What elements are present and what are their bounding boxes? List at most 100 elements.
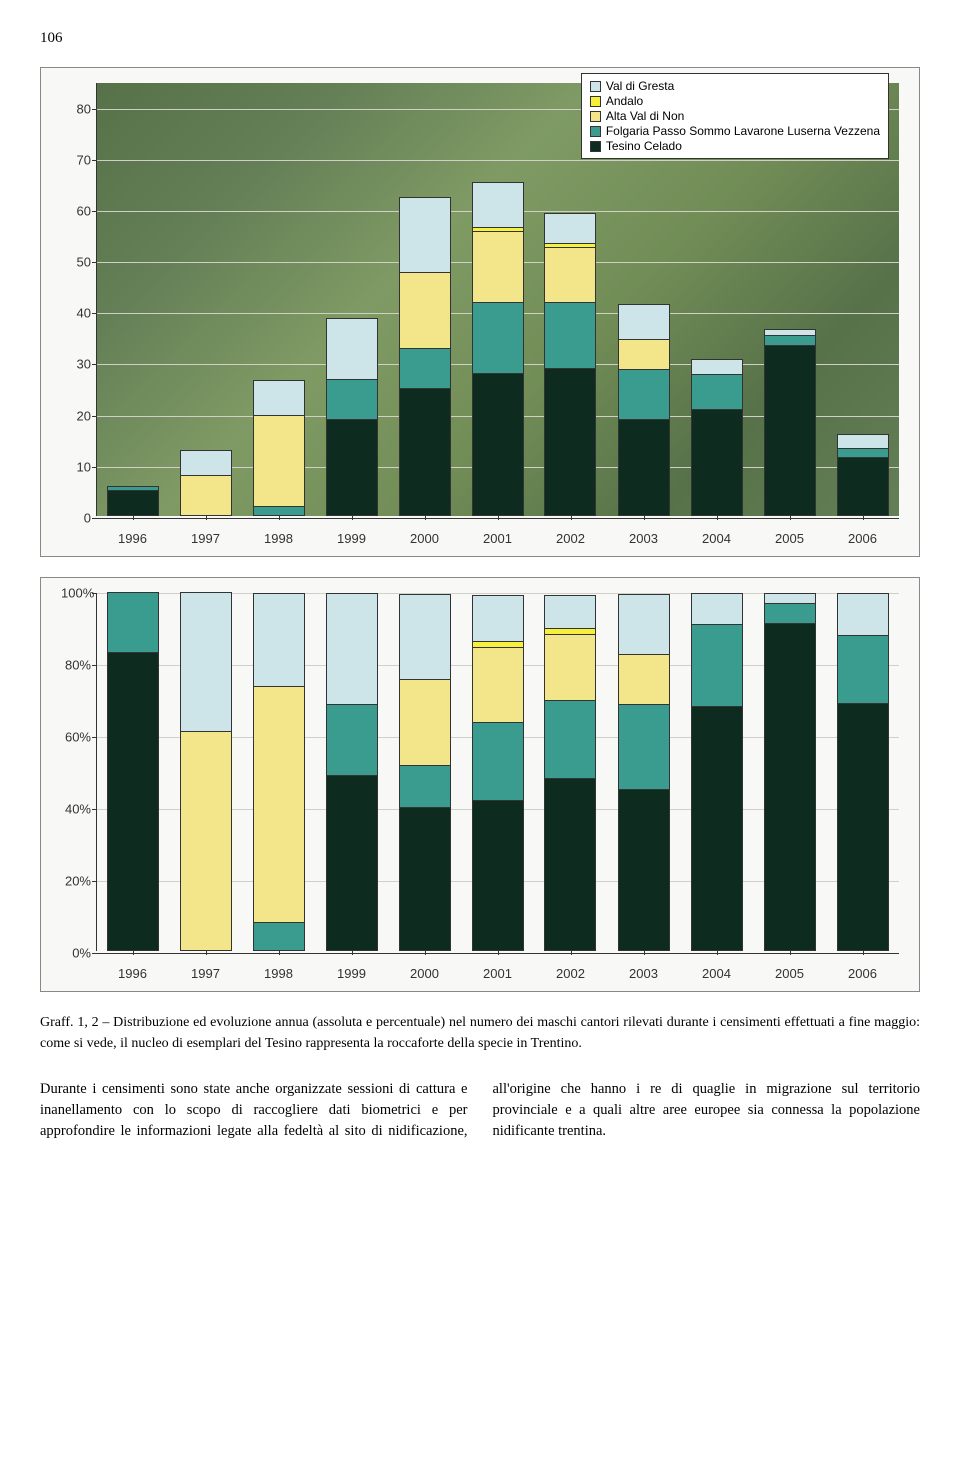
bar-segment-gresta [618, 304, 670, 340]
y-axis-label: 20 [61, 408, 91, 423]
bar-segment-altaval [472, 231, 524, 303]
bar-group [472, 596, 524, 951]
bar-segment-tesino [618, 789, 670, 951]
page-number: 106 [40, 30, 920, 47]
bar-segment-folgaria [764, 603, 816, 625]
bar-segment-gresta [544, 213, 596, 244]
bar-segment-tesino [544, 778, 596, 951]
legend: Val di GrestaAndaloAlta Val di NonFolgar… [581, 73, 889, 159]
x-axis-label: 1996 [118, 966, 147, 981]
bar-segment-tesino [399, 388, 451, 516]
x-axis-label: 1997 [191, 966, 220, 981]
bar-segment-folgaria [253, 506, 305, 516]
bar-segment-folgaria [399, 765, 451, 808]
legend-swatch [590, 111, 601, 122]
legend-label: Tesino Celado [606, 139, 682, 153]
y-axis-label: 80 [61, 101, 91, 116]
x-axis-label: 1999 [337, 531, 366, 546]
bar-segment-folgaria [107, 592, 159, 653]
bar-segment-gresta [399, 594, 451, 680]
bar-segment-gresta [253, 380, 305, 416]
bar-group [326, 594, 378, 951]
bar-segment-tesino [837, 457, 889, 516]
bar-segment-tesino [326, 419, 378, 516]
bar-segment-tesino [691, 706, 743, 951]
y-axis-label: 60% [61, 730, 91, 745]
bar-segment-altaval [618, 654, 670, 704]
y-axis-label: 30 [61, 357, 91, 372]
bar-segment-gresta [472, 595, 524, 642]
bar-group [107, 593, 159, 951]
bar-segment-folgaria [544, 302, 596, 369]
bar-group [691, 360, 743, 516]
bar-segment-gresta [837, 593, 889, 636]
bar-segment-tesino [764, 623, 816, 951]
x-axis-label: 2005 [775, 966, 804, 981]
legend-swatch [590, 81, 601, 92]
bar-group [691, 594, 743, 951]
bar-group [180, 451, 232, 516]
bar-segment-altaval [544, 634, 596, 701]
bar-group [544, 596, 596, 951]
legend-item-andalo: Andalo [590, 94, 880, 108]
x-axis-label: 2002 [556, 966, 585, 981]
chart-absolute: 0102030405060708019961997199819992000200… [40, 67, 920, 557]
x-axis-label: 2004 [702, 966, 731, 981]
y-axis-label: 60 [61, 203, 91, 218]
legend-label: Val di Gresta [606, 79, 674, 93]
bar-segment-gresta [472, 182, 524, 228]
legend-label: Alta Val di Non [606, 109, 685, 123]
x-axis-label: 2006 [848, 531, 877, 546]
x-axis-label: 2001 [483, 531, 512, 546]
bar-segment-folgaria [691, 374, 743, 410]
x-axis-label: 2000 [410, 966, 439, 981]
bar-segment-tesino [472, 800, 524, 951]
y-axis-label: 0 [61, 511, 91, 526]
x-axis-label: 1999 [337, 966, 366, 981]
y-axis-label: 10 [61, 459, 91, 474]
x-axis-label: 1998 [264, 531, 293, 546]
x-axis-label: 1997 [191, 531, 220, 546]
bar-segment-altaval [544, 247, 596, 303]
bar-segment-gresta [691, 359, 743, 374]
gridline [96, 160, 899, 161]
bar-group [180, 593, 232, 951]
bar-segment-tesino [472, 373, 524, 516]
bar-segment-gresta [253, 593, 305, 687]
bar-segment-gresta [326, 318, 378, 379]
bar-group [253, 381, 305, 516]
legend-item-gresta: Val di Gresta [590, 79, 880, 93]
bar-group [326, 319, 378, 516]
bar-segment-tesino [326, 775, 378, 951]
bar-group [618, 305, 670, 516]
bar-segment-folgaria [326, 379, 378, 420]
legend-label: Folgaria Passo Sommo Lavarone Luserna Ve… [606, 124, 880, 138]
figure-caption: Graff. 1, 2 – Distribuzione ed evoluzion… [40, 1012, 920, 1054]
bar-group [472, 183, 524, 516]
bar-group [618, 595, 670, 951]
x-axis-label: 2003 [629, 531, 658, 546]
y-axis-label: 80% [61, 658, 91, 673]
bar-segment-tesino [399, 807, 451, 951]
legend-swatch [590, 126, 601, 137]
bar-group [837, 435, 889, 516]
bar-group [837, 594, 889, 951]
y-axis-label: 40% [61, 802, 91, 817]
bar-segment-folgaria [691, 624, 743, 707]
bar-segment-tesino [837, 703, 889, 951]
bar-segment-folgaria [618, 369, 670, 420]
bar-group [764, 594, 816, 951]
x-axis-label: 1998 [264, 966, 293, 981]
bar-segment-folgaria [472, 302, 524, 374]
bar-segment-altaval [399, 679, 451, 765]
x-axis-label: 2005 [775, 531, 804, 546]
legend-item-altaval: Alta Val di Non [590, 109, 880, 123]
body-paragraph: Durante i censimenti sono state anche or… [40, 1079, 920, 1142]
bar-group [107, 487, 159, 516]
bar-segment-altaval [253, 415, 305, 507]
y-axis-label: 50 [61, 255, 91, 270]
bar-segment-gresta [180, 450, 232, 476]
bar-segment-gresta [399, 197, 451, 274]
bar-group [253, 594, 305, 951]
bar-segment-folgaria [837, 635, 889, 703]
